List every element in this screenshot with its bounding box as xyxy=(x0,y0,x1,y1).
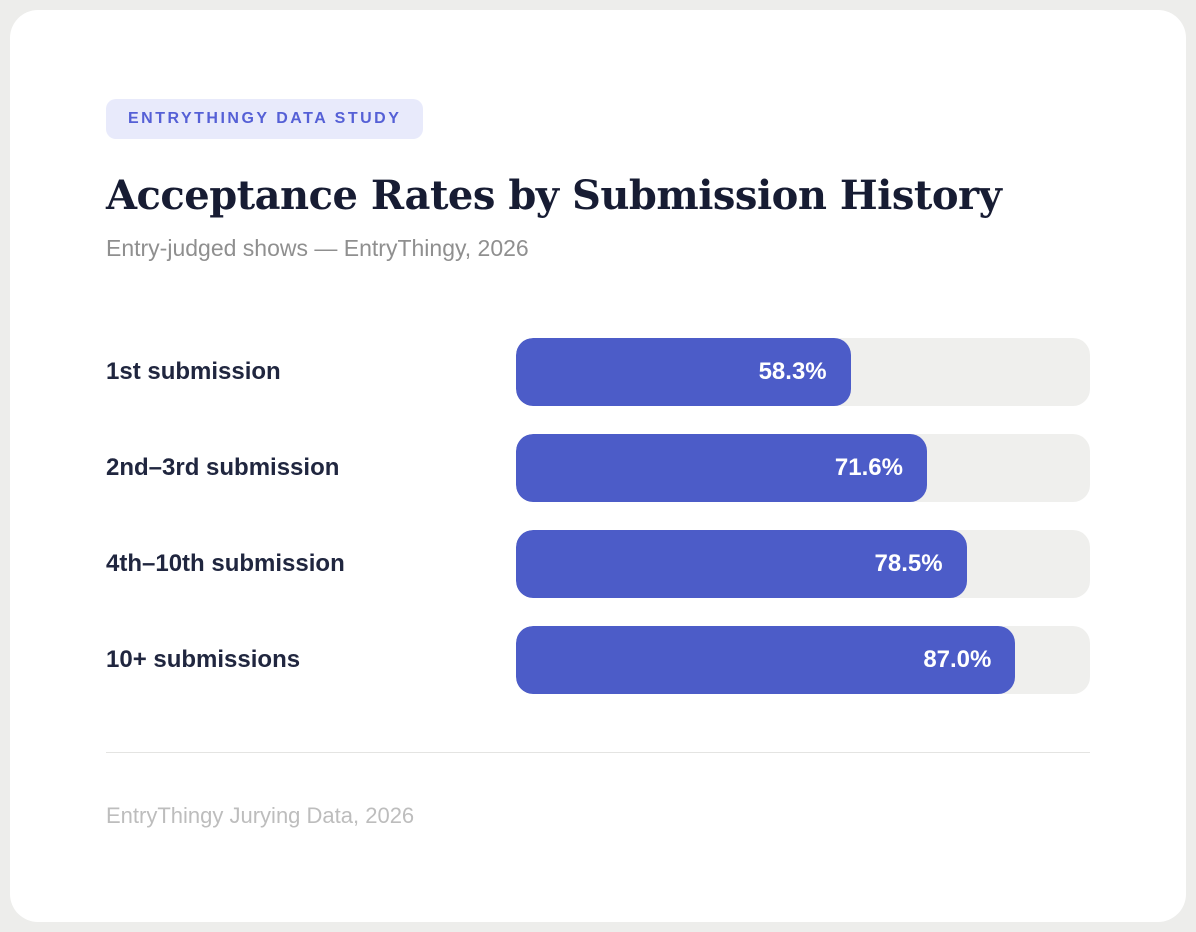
category-label: 1st submission xyxy=(106,358,281,385)
category-label: 2nd–3rd submission xyxy=(106,454,340,481)
bar-track: 58.3% xyxy=(516,338,1090,406)
chart-row: 10+ submissions 87.0% xyxy=(106,626,1090,694)
divider xyxy=(106,752,1090,753)
bar-track: 78.5% xyxy=(516,530,1090,598)
bar-fill: 87.0% xyxy=(516,626,1016,694)
bar-fill: 78.5% xyxy=(516,530,967,598)
bar-chart: 1st submission 58.3% 2nd–3rd submission … xyxy=(106,338,1090,694)
source-credit: EntryThingy Jurying Data, 2026 xyxy=(106,803,415,828)
chart-row: 2nd–3rd submission 71.6% xyxy=(106,434,1090,502)
value-label: 78.5% xyxy=(874,550,943,577)
chart-row: 1st submission 58.3% xyxy=(106,338,1090,406)
value-label: 71.6% xyxy=(834,454,903,481)
bar-track: 87.0% xyxy=(516,626,1090,694)
bar-fill: 71.6% xyxy=(516,434,927,502)
chart-subtitle: Entry-judged shows — EntryThingy, 2026 xyxy=(106,235,529,261)
bar-fill: 58.3% xyxy=(516,338,851,406)
value-label: 87.0% xyxy=(923,646,992,673)
study-badge: ENTRYTHINGY DATA STUDY xyxy=(106,99,424,139)
category-label: 4th–10th submission xyxy=(106,550,345,577)
page-title: Acceptance Rates by Submission History xyxy=(106,172,1002,219)
chart-row: 4th–10th submission 78.5% xyxy=(106,530,1090,598)
bar-track: 71.6% xyxy=(516,434,1090,502)
value-label: 58.3% xyxy=(758,358,827,385)
chart-card: ENTRYTHINGY DATA STUDY Acceptance Rates … xyxy=(10,10,1186,922)
category-label: 10+ submissions xyxy=(106,646,301,673)
